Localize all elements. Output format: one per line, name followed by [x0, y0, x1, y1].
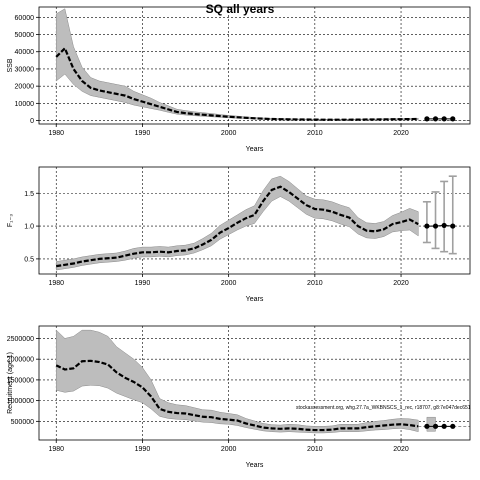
y-tick-label: 1500000: [7, 377, 34, 384]
confidence-band: [55, 329, 419, 434]
projection-point: [432, 116, 439, 122]
projection-point: [450, 423, 456, 429]
x-tick-label: 1980: [48, 130, 64, 137]
projection-line: [426, 224, 453, 227]
confidence-band: [55, 8, 419, 121]
projection-point: [441, 116, 447, 122]
projection-point: [450, 116, 456, 122]
panel-fishing-mortality: 1980 1990 2000 2010 2020 0.5 1.0 1.5 Years F₁₋₃: [7, 166, 471, 303]
y-tick-label: 0: [30, 118, 34, 125]
plot-frame: [38, 166, 471, 275]
x-tick-label: 2010: [307, 446, 323, 453]
y-tick-label: 50000: [15, 32, 35, 39]
chart-title: SQ all years: [206, 2, 275, 16]
panel-recruitment: 1980 1990 2000 2010 2020 500000 1000000 1500000…: [7, 325, 471, 469]
y-axis-label: SSB: [7, 58, 14, 72]
y-tick-label: 60000: [15, 15, 35, 22]
x-tick-label: 2020: [393, 280, 409, 287]
projection-point: [450, 223, 456, 229]
x-axis-label: Years: [246, 296, 264, 303]
projection-point: [424, 116, 430, 122]
y-tick-label: 500000: [11, 419, 34, 426]
x-tick-label: 2000: [221, 280, 237, 287]
y-tick-label: 2500000: [7, 336, 34, 343]
y-tick-label: 30000: [15, 66, 35, 73]
stock-assessment-note: stockassessment.org, whg.27.7a_WKBNSCS_1…: [296, 405, 471, 411]
projection-point: [441, 222, 447, 229]
y-tick-label: 2000000: [7, 357, 34, 364]
x-tick-label: 1980: [48, 446, 64, 453]
x-axis-label: Years: [246, 462, 264, 469]
x-tick-label: 2000: [221, 446, 237, 453]
y-axis-label: F₁₋₃: [7, 214, 14, 227]
estimate-line: [55, 46, 419, 121]
x-tick-label: 1980: [48, 280, 64, 287]
plot-frame: [38, 6, 471, 125]
y-tick-label: 1.0: [24, 224, 34, 231]
projection-point: [432, 423, 439, 429]
x-tick-label: 2000: [221, 130, 237, 137]
x-tick-label: 2010: [307, 130, 323, 137]
x-tick-label: 1990: [135, 446, 151, 453]
y-tick-label: 10000: [15, 101, 35, 108]
plot-frame: [38, 325, 471, 441]
x-tick-label: 1990: [135, 280, 151, 287]
estimate-line: [55, 359, 419, 432]
panel-ssb: 1980 1990 2000 2010 2020 0 10000 20000 30000 4000…: [7, 6, 471, 153]
projection-point: [424, 423, 430, 429]
x-axis-label: Years: [246, 146, 264, 153]
x-tick-label: 2020: [393, 446, 409, 453]
x-tick-label: 2010: [307, 280, 323, 287]
projection-point: [424, 223, 430, 229]
y-tick-label: 1.5: [24, 191, 34, 198]
y-tick-label: 1000000: [7, 398, 34, 405]
x-tick-label: 2020: [393, 130, 409, 137]
x-tick-label: 1990: [135, 130, 151, 137]
y-tick-label: 20000: [15, 84, 35, 91]
y-tick-label: 40000: [15, 49, 35, 56]
projection-point: [432, 223, 439, 229]
y-tick-label: 0.5: [24, 256, 34, 263]
estimate-line: [56, 185, 419, 268]
y-axis-label: Recruitment (age 1): [7, 352, 14, 414]
projection-point: [441, 423, 447, 429]
